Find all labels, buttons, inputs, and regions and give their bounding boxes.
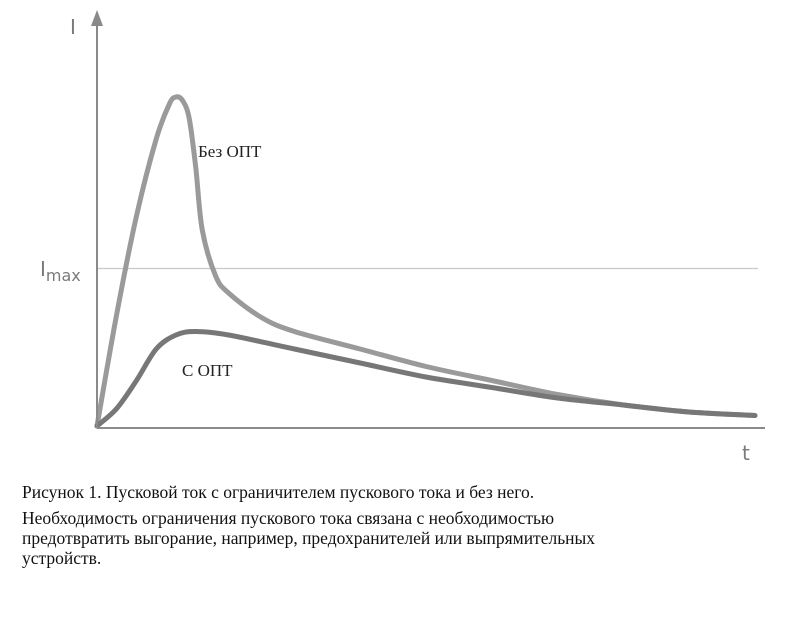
y-axis-arrow-icon (91, 10, 103, 26)
figure-caption: Рисунок 1. Пусковой ток с ограничителем … (22, 482, 782, 568)
series-label-with-limiter: С ОПТ (182, 361, 233, 380)
series-line-with-limiter (94, 329, 758, 429)
y-axis-label: I (70, 15, 76, 39)
x-axis-label: t (742, 441, 750, 465)
imax-label: Imax (40, 257, 81, 285)
caption-title: Рисунок 1. Пусковой ток с ограничителем … (22, 482, 535, 502)
caption-text-line: предотвратить выгорание, например, предо… (22, 528, 596, 548)
caption-text-line: Необходимость ограничения пускового тока… (22, 508, 555, 528)
inrush-current-chart: I t Imax Без ОПТ С ОПТ (40, 10, 765, 465)
series-label-without-limiter: Без ОПТ (198, 142, 262, 161)
series-line-without-limiter (94, 94, 758, 429)
caption-text-line: устройств. (22, 548, 102, 568)
